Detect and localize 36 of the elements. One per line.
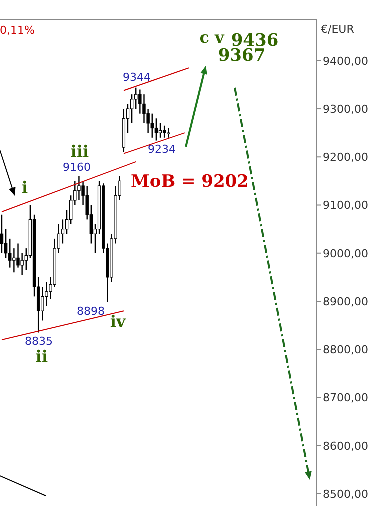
candlestick — [12, 248, 16, 274]
annotation: c v — [200, 28, 226, 47]
y-tick-label: 9300,00 — [323, 102, 368, 116]
y-axis-title: €/EUR — [321, 23, 355, 36]
candlestick — [167, 128, 170, 138]
y-tick-label: 9200,00 — [323, 151, 368, 164]
annotation: i — [22, 178, 28, 197]
annotation: 9160 — [63, 161, 91, 174]
annotation: 9234 — [148, 143, 176, 156]
annotation: 0,11% — [0, 24, 35, 37]
annotation: 8835 — [25, 335, 53, 348]
annotation: ii — [36, 347, 48, 366]
y-tick-label: 8600,00 — [323, 440, 368, 453]
candlestick — [20, 252, 24, 276]
candlestick — [130, 94, 134, 124]
y-tick-label: 9100,00 — [323, 199, 368, 212]
y-tick-label: 8700,00 — [323, 392, 368, 405]
candlestick — [8, 238, 12, 268]
candlestick — [4, 228, 8, 259]
annotation: iv — [110, 312, 126, 331]
candlestick — [78, 176, 81, 202]
candlestick — [158, 122, 162, 138]
y-tick-label: 8500,00 — [323, 488, 368, 501]
candlestick — [0, 214, 4, 254]
y-tick-label: 8800,00 — [323, 344, 368, 357]
y-tick-label: 9400,00 — [323, 54, 368, 68]
candlestick — [41, 286, 44, 322]
candlestick — [162, 125, 166, 138]
annotation: 8898 — [77, 305, 105, 318]
annotation: iii — [70, 142, 90, 161]
annotation: 9344 — [123, 71, 151, 84]
annotation: MoB = 9202 — [131, 172, 249, 192]
y-tick-label: 8900,00 — [323, 295, 368, 308]
candlestick — [150, 113, 154, 138]
candlestick — [154, 118, 158, 142]
y-tick-label: 9000,00 — [323, 247, 368, 260]
